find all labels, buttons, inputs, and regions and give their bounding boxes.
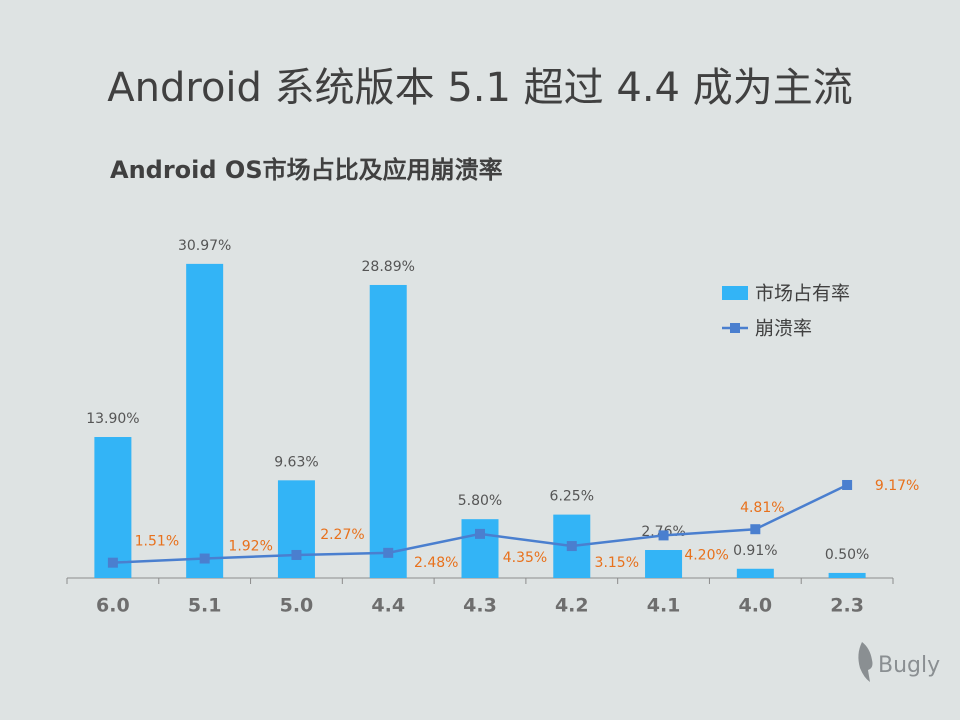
logo-text: Bugly — [878, 653, 940, 678]
legend-swatch-marker — [730, 323, 740, 333]
logo: Bugly — [858, 642, 940, 682]
bar — [645, 550, 683, 578]
slide-title: Android 系统版本 5.1 超过 4.4 成为主流 — [107, 65, 852, 111]
bar-value-label: 30.97% — [178, 238, 231, 254]
line-value-label: 9.17% — [875, 478, 919, 494]
line-marker — [107, 557, 118, 568]
bar-value-label: 5.80% — [458, 493, 502, 509]
bar-value-label: 0.91% — [733, 543, 777, 559]
x-tick-label: 4.3 — [463, 595, 497, 617]
legend-label: 崩溃率 — [755, 318, 812, 340]
x-tick-label: 4.1 — [647, 595, 681, 617]
bar-value-label: 13.90% — [86, 411, 139, 427]
legend-label: 市场占有率 — [755, 283, 850, 305]
x-tick-label: 4.4 — [371, 595, 405, 617]
legend-swatch — [722, 286, 748, 300]
bar — [369, 284, 407, 578]
bar-value-label: 6.25% — [550, 489, 594, 505]
line-marker — [566, 541, 577, 552]
line-marker — [750, 524, 761, 535]
bar — [277, 480, 315, 578]
line-value-label: 4.35% — [503, 550, 547, 566]
bar — [461, 519, 499, 578]
bar-value-label: 0.50% — [825, 547, 869, 563]
line-value-label: 4.81% — [740, 500, 784, 516]
x-tick-label: 5.0 — [280, 595, 314, 617]
bar — [736, 568, 774, 578]
bar — [94, 437, 132, 578]
line-value-label: 2.48% — [414, 555, 458, 571]
line-marker — [842, 479, 853, 490]
line-value-label: 1.92% — [228, 539, 272, 555]
line-marker — [658, 530, 669, 541]
bar-value-label: 9.63% — [274, 454, 318, 470]
line-value-label: 1.51% — [135, 534, 179, 550]
logo-icon — [858, 642, 873, 682]
x-tick-label: 4.2 — [555, 595, 589, 617]
bar — [186, 263, 224, 578]
line-marker — [291, 549, 302, 560]
x-tick-label: 5.1 — [188, 595, 222, 617]
line-marker — [199, 553, 210, 564]
bar-value-label: 28.89% — [362, 259, 415, 275]
line-value-label: 2.27% — [320, 527, 364, 543]
line-value-label: 4.20% — [684, 547, 728, 563]
x-tick-label: 6.0 — [96, 595, 130, 617]
bar — [828, 572, 866, 578]
x-tick-label: 2.3 — [830, 595, 864, 617]
x-tick-label: 4.0 — [738, 595, 772, 617]
line-marker — [383, 547, 394, 558]
chart-title: Android OS市场占比及应用崩溃率 — [110, 156, 503, 184]
line-value-label: 3.15% — [595, 555, 639, 571]
line-marker — [475, 528, 485, 539]
